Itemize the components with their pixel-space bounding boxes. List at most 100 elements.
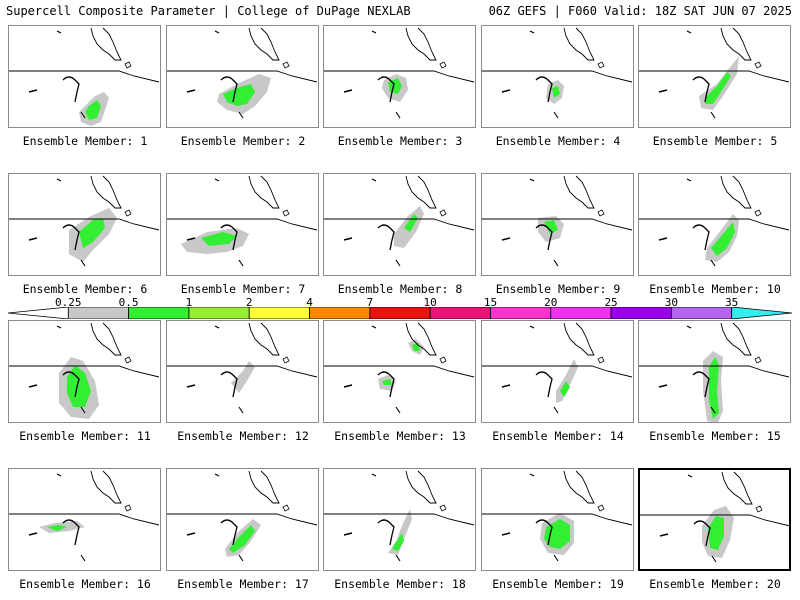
ensemble-map-18 <box>324 470 475 562</box>
ensemble-panel-20[interactable] <box>638 468 791 571</box>
member-label-11: Ensemble Member: 11 <box>19 429 151 443</box>
ensemble-panel-2[interactable] <box>166 25 319 128</box>
ensemble-panel-9[interactable] <box>481 173 634 276</box>
ensemble-map-7 <box>167 175 318 267</box>
lake-outline <box>439 356 447 364</box>
ensemble-panel-7[interactable] <box>166 173 319 276</box>
ensemble-panel-15[interactable] <box>638 320 791 423</box>
border-line <box>482 218 633 231</box>
lake-outline <box>754 209 762 217</box>
scp-green-area <box>229 525 255 553</box>
lake-outline <box>658 89 668 93</box>
ensemble-panel-6[interactable] <box>8 173 161 276</box>
colorbar-tick-label: 10 <box>423 296 437 309</box>
member-label-16: Ensemble Member: 16 <box>19 577 151 591</box>
lake-outline <box>659 533 669 537</box>
ensemble-map-10 <box>639 175 790 267</box>
scp-gray-area <box>378 339 424 391</box>
scp-green-area <box>79 218 105 248</box>
colorbar-tick-label: 15 <box>483 296 498 309</box>
colorbar-cell-9 <box>550 307 612 319</box>
border-line <box>482 365 633 378</box>
river-line <box>62 76 80 103</box>
member-label-6: Ensemble Member: 6 <box>22 282 148 296</box>
ensemble-map-20 <box>640 471 789 563</box>
ensemble-panel-8[interactable] <box>323 173 476 276</box>
colorbar-cell-8 <box>490 307 552 319</box>
lake-outline <box>658 384 668 388</box>
island-outline <box>214 30 220 34</box>
member-label-18: Ensemble Member: 18 <box>334 577 466 591</box>
lake-outline <box>439 504 447 512</box>
ensemble-map-19 <box>482 470 633 562</box>
ensemble-panel-4[interactable] <box>481 25 634 128</box>
ensemble-panel-5[interactable] <box>638 25 791 128</box>
island-outline <box>687 474 693 478</box>
lake-outline <box>501 237 511 241</box>
lake-outline <box>186 384 196 388</box>
lake-outline <box>124 61 132 69</box>
border-line <box>167 218 318 231</box>
border-line <box>167 513 318 526</box>
river-line <box>535 371 553 398</box>
coastline <box>248 175 280 209</box>
lake-outline <box>124 209 132 217</box>
lake-outline <box>553 554 559 562</box>
ensemble-panel-11[interactable] <box>8 320 161 423</box>
coastline <box>563 175 595 209</box>
lake-outline <box>658 237 668 241</box>
lake-outline <box>553 406 559 414</box>
island-outline <box>371 325 377 329</box>
ensemble-panel-19[interactable] <box>481 468 634 571</box>
ensemble-panel-18[interactable] <box>323 468 476 571</box>
lake-outline <box>597 356 605 364</box>
lake-outline <box>754 356 762 364</box>
lake-outline <box>710 259 716 267</box>
lake-outline <box>439 209 447 217</box>
lake-outline <box>711 555 717 563</box>
river-line <box>220 371 238 398</box>
ensemble-panel-16[interactable] <box>8 468 161 571</box>
member-label-17: Ensemble Member: 17 <box>177 577 309 591</box>
lake-outline <box>124 504 132 512</box>
ensemble-panel-3[interactable] <box>323 25 476 128</box>
lake-outline <box>282 356 290 364</box>
ensemble-map-12 <box>167 322 318 414</box>
border-line <box>482 70 633 83</box>
border-line <box>639 70 790 83</box>
river-line <box>535 224 553 251</box>
scp-green-area <box>709 357 719 419</box>
ensemble-panel-13[interactable] <box>323 320 476 423</box>
lake-outline <box>597 61 605 69</box>
ensemble-map-1 <box>9 27 160 126</box>
scp-green-area <box>404 214 418 232</box>
island-outline <box>214 473 220 477</box>
colorbar-cell-6 <box>369 307 431 319</box>
ensemble-panel-1[interactable] <box>8 25 161 128</box>
river-line <box>220 224 238 251</box>
island-outline <box>56 325 62 329</box>
border-line <box>482 513 633 526</box>
island-outline <box>56 178 62 182</box>
ensemble-panel-12[interactable] <box>166 320 319 423</box>
lake-outline <box>282 209 290 217</box>
coastline <box>563 470 595 504</box>
scp-green-area <box>47 525 67 531</box>
border-line <box>639 365 790 378</box>
ensemble-panel-17[interactable] <box>166 468 319 571</box>
lake-outline <box>28 237 38 241</box>
lake-outline <box>28 532 38 536</box>
scp-green-area <box>382 343 420 385</box>
colorbar-tick-label: 7 <box>366 296 374 309</box>
colorbar-scale <box>8 307 792 319</box>
ensemble-map-17 <box>167 470 318 562</box>
lake-outline <box>597 504 605 512</box>
ensemble-map-15 <box>639 322 790 422</box>
river-line <box>692 224 710 251</box>
river-line <box>535 76 553 103</box>
ensemble-panel-14[interactable] <box>481 320 634 423</box>
lake-outline <box>282 61 290 69</box>
ensemble-panel-10[interactable] <box>638 173 791 276</box>
coastline <box>563 322 595 356</box>
lake-outline <box>238 554 244 562</box>
